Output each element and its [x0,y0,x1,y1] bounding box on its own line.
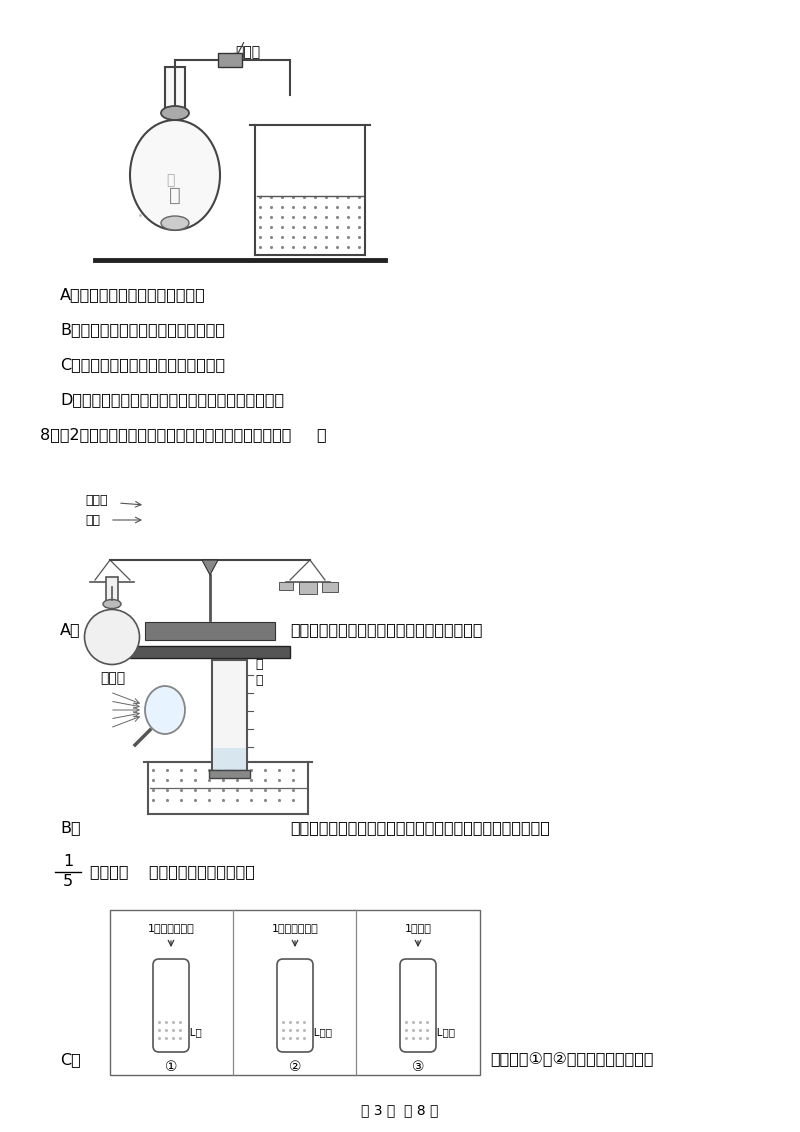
Text: 白: 白 [255,659,262,671]
Text: ②: ② [289,1060,302,1074]
Text: 5mL汽油: 5mL汽油 [420,1027,455,1037]
Bar [145,621,275,640]
Text: 1小粒高锰酸钾: 1小粒高锰酸钾 [272,923,318,933]
Bar [213,748,246,770]
FancyBboxPatch shape [400,959,436,1052]
Text: 1小粒碘: 1小粒碘 [405,923,431,933]
Text: 8．（2分）下列是初中的常见实验，下列说法错误的是（     ）: 8．（2分）下列是初中的常见实验，下列说法错误的是（ ） [40,428,326,443]
Text: C．点燃红磷前先用弹簧夹夹紧乳胶管: C．点燃红磷前先用弹簧夹夹紧乳胶管 [60,358,225,372]
Text: A．红磷熄灭后应立刻打开弹簧夹: A．红磷熄灭后应立刻打开弹簧夹 [60,288,206,302]
Ellipse shape [103,600,121,609]
Text: 第 3 页  共 8 页: 第 3 页 共 8 页 [362,1103,438,1117]
Ellipse shape [161,216,189,230]
Text: 该实验中，白磷不足也不影响实验结果的测定: 该实验中，白磷不足也不影响实验结果的测定 [290,623,482,637]
Ellipse shape [85,609,139,664]
Bar [165,67,185,115]
Polygon shape [202,560,218,575]
Bar [209,770,250,778]
Text: 1: 1 [63,855,73,869]
Bar [212,660,247,770]
Ellipse shape [130,120,220,230]
Text: 5mL汽油: 5mL汽油 [297,1027,332,1037]
Text: B．: B． [60,821,81,835]
Bar [218,53,242,67]
Text: 太阳光: 太阳光 [100,671,125,685]
Text: 管内体积    ，可能是白磷不足引起的: 管内体积 ，可能是白磷不足引起的 [90,865,255,880]
Text: A．: A． [60,623,81,637]
FancyBboxPatch shape [277,959,313,1052]
FancyBboxPatch shape [153,959,189,1052]
Text: 玻璃管: 玻璃管 [85,494,107,506]
Text: ③: ③ [412,1060,424,1074]
Ellipse shape [161,106,189,120]
Text: 1小粒高锰酸钾: 1小粒高锰酸钾 [148,923,194,933]
Bar [130,646,290,658]
Ellipse shape [145,686,185,734]
Text: 〜: 〜 [166,173,174,187]
Bar [299,582,317,594]
Text: 〜: 〜 [169,186,181,205]
Text: 白磷: 白磷 [85,514,100,526]
Text: 弹簧夹: 弹簧夹 [235,45,260,59]
Text: 利用该装置测定空气中氧气的含量，若玻璃管内水面上升低于: 利用该装置测定空气中氧气的含量，若玻璃管内水面上升低于 [290,821,550,835]
Text: B．最终瓶中剩余的气体是纯净的氮气: B．最终瓶中剩余的气体是纯净的氮气 [60,323,225,337]
Text: C．: C． [60,1053,81,1067]
Bar [279,582,293,590]
Text: 磷: 磷 [255,674,262,686]
Bar [110,910,480,1075]
Text: 对比实验①、②可得出不同溶质在同: 对比实验①、②可得出不同溶质在同 [490,1053,654,1067]
Bar [322,582,338,592]
Bar [106,577,118,607]
Text: ①: ① [165,1060,178,1074]
Text: 5mL水: 5mL水 [173,1027,202,1037]
Text: 5: 5 [63,875,73,890]
Text: D．取用极少量红磷，可减少污染且不影响实验结果: D．取用极少量红磷，可减少污染且不影响实验结果 [60,393,284,408]
